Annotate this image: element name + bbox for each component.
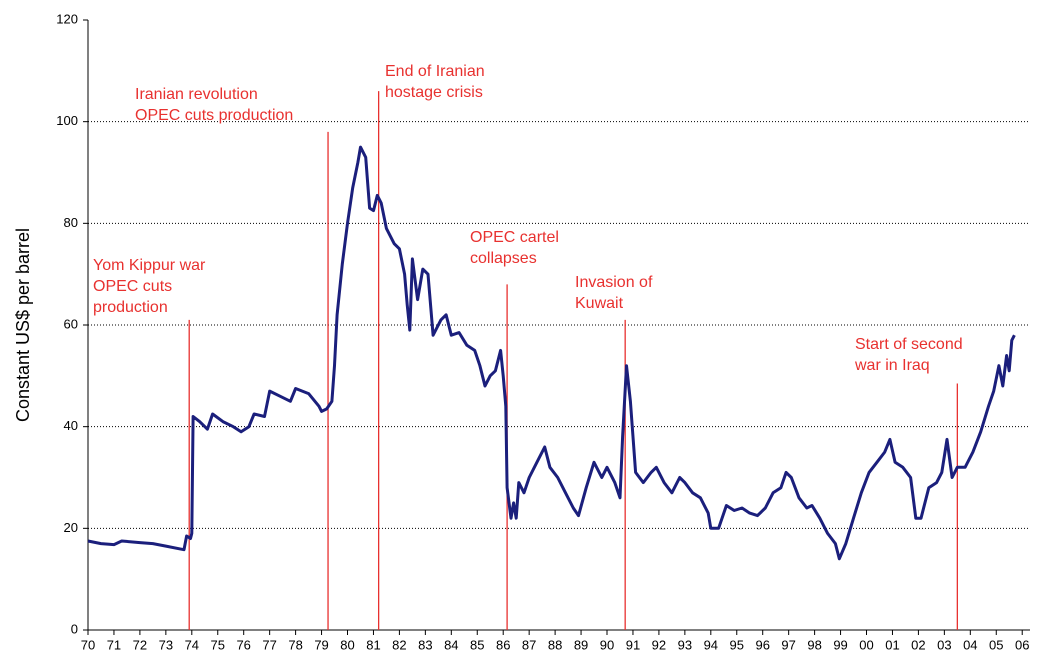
x-tick-label: 72 — [133, 637, 147, 652]
x-tick-label: 89 — [574, 637, 588, 652]
x-tick-label: 74 — [185, 637, 199, 652]
x-tick-label: 92 — [652, 637, 666, 652]
x-tick-label: 83 — [418, 637, 432, 652]
annotation-text: collapses — [470, 250, 537, 267]
x-tick-label: 94 — [704, 637, 718, 652]
y-tick-label: 40 — [64, 418, 78, 433]
y-tick-label: 60 — [64, 316, 78, 331]
annotation-text: Invasion of — [575, 274, 653, 291]
annotation-text: Start of second — [855, 336, 963, 353]
x-tick-label: 99 — [833, 637, 847, 652]
annotation-text: war in Iraq — [854, 357, 930, 374]
x-tick-label: 87 — [522, 637, 536, 652]
annotation-text: End of Iranian — [385, 63, 485, 80]
x-tick-label: 77 — [262, 637, 276, 652]
x-tick-label: 97 — [781, 637, 795, 652]
x-tick-label: 93 — [678, 637, 692, 652]
x-tick-label: 75 — [211, 637, 225, 652]
x-tick-label: 81 — [366, 637, 380, 652]
annotation-text: Yom Kippur war — [93, 257, 206, 274]
x-tick-label: 88 — [548, 637, 562, 652]
x-tick-label: 95 — [730, 637, 744, 652]
x-tick-label: 82 — [392, 637, 406, 652]
x-tick-label: 76 — [236, 637, 250, 652]
x-tick-label: 91 — [626, 637, 640, 652]
x-tick-label: 04 — [963, 637, 977, 652]
annotation-text: OPEC cuts production — [135, 107, 293, 124]
y-tick-label: 80 — [64, 215, 78, 230]
x-tick-label: 01 — [885, 637, 899, 652]
annotation-text: hostage crisis — [385, 84, 483, 101]
x-tick-label: 86 — [496, 637, 510, 652]
x-tick-label: 02 — [911, 637, 925, 652]
y-axis-label: Constant US$ per barrel — [13, 228, 33, 422]
x-tick-label: 03 — [937, 637, 951, 652]
annotation-text: production — [93, 299, 168, 316]
y-tick-label: 0 — [71, 621, 78, 636]
annotation-text: Kuwait — [575, 295, 624, 312]
x-tick-label: 84 — [444, 637, 458, 652]
y-tick-label: 100 — [56, 113, 78, 128]
x-tick-label: 85 — [470, 637, 484, 652]
x-tick-label: 98 — [807, 637, 821, 652]
y-tick-label: 120 — [56, 11, 78, 26]
price-line — [87, 145, 1016, 561]
x-tick-label: 90 — [600, 637, 614, 652]
x-tick-label: 79 — [314, 637, 328, 652]
x-tick-label: 71 — [107, 637, 121, 652]
x-tick-label: 06 — [1015, 637, 1029, 652]
annotation-text: OPEC cartel — [470, 229, 559, 246]
x-tick-label: 05 — [989, 637, 1003, 652]
x-tick-label: 73 — [159, 637, 173, 652]
x-tick-label: 96 — [755, 637, 769, 652]
y-tick-label: 20 — [64, 520, 78, 535]
x-tick-label: 00 — [859, 637, 873, 652]
x-tick-label: 78 — [288, 637, 302, 652]
x-tick-label: 70 — [81, 637, 95, 652]
annotation-text: Iranian revolution — [135, 86, 258, 103]
x-tick-label: 80 — [340, 637, 354, 652]
annotation-text: OPEC cuts — [93, 278, 172, 295]
